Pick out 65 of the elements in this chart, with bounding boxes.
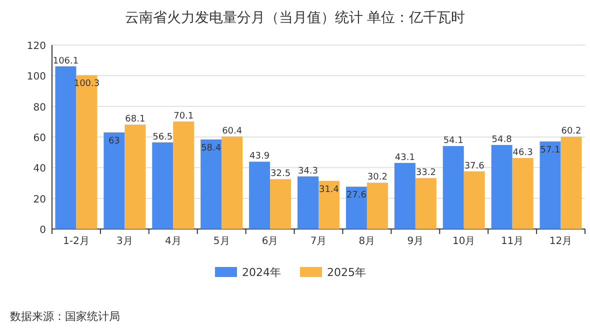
data-label: 60.2 — [561, 126, 582, 137]
data-label: 32.5 — [270, 169, 291, 180]
bar — [124, 124, 146, 229]
bar — [55, 66, 76, 229]
bar — [560, 136, 582, 229]
y-tick-label: 20 — [33, 194, 46, 206]
data-label: 54.8 — [492, 134, 512, 145]
legend-label: 2024年 — [242, 266, 281, 279]
data-label: 27.6 — [346, 190, 367, 201]
x-tick-label: 7月 — [310, 236, 327, 247]
x-tick-label: 1-2月 — [63, 236, 90, 247]
data-label: 30.2 — [367, 172, 388, 183]
data-label: 68.1 — [125, 114, 146, 125]
data-label: 60.4 — [222, 126, 242, 136]
data-label: 37.6 — [464, 161, 485, 172]
data-label: 56.5 — [152, 132, 173, 142]
y-tick-label: 0 — [40, 225, 46, 236]
bar — [298, 176, 318, 229]
y-tick-label: 120 — [26, 41, 46, 52]
data-label: 31.4 — [318, 184, 340, 195]
bar — [512, 158, 534, 229]
bar — [200, 139, 222, 229]
data-label: 43.1 — [394, 152, 415, 163]
y-tick-label: 60 — [33, 133, 46, 144]
bar — [442, 146, 464, 229]
bar — [249, 162, 270, 229]
x-tick-label: 11月 — [500, 236, 524, 247]
y-tick-label: 80 — [33, 102, 46, 114]
bar — [104, 132, 125, 229]
data-label: 34.3 — [298, 166, 318, 176]
bar — [222, 136, 243, 229]
bar — [394, 162, 416, 229]
bar — [366, 182, 388, 229]
data-label: 57.1 — [540, 145, 560, 156]
bar — [318, 180, 340, 229]
data-label: 58.4 — [201, 143, 222, 154]
bar — [152, 142, 174, 229]
bar — [464, 171, 485, 229]
data-label: 46.3 — [512, 148, 533, 158]
y-tick-label: 100 — [26, 72, 46, 83]
bar — [173, 122, 194, 229]
x-tick-label: 6月 — [262, 236, 278, 247]
y-tick-label: 40 — [33, 164, 46, 175]
bar — [491, 144, 512, 229]
legend-label: 2025年 — [327, 266, 366, 279]
bar — [415, 178, 436, 229]
bar — [346, 186, 367, 229]
data-label: 63 — [108, 136, 120, 146]
data-label: 43.9 — [250, 152, 270, 162]
x-tick-label: 3月 — [116, 236, 133, 247]
data-label: 33.2 — [416, 168, 436, 178]
data-label: 70.1 — [174, 112, 194, 122]
x-tick-label: 10月 — [452, 236, 476, 247]
x-tick-label: 4月 — [164, 236, 182, 247]
x-tick-label: 9月 — [407, 236, 424, 247]
x-tick-label: 8月 — [358, 236, 376, 247]
bar — [540, 141, 561, 229]
bar — [270, 179, 292, 229]
x-tick-label: 12月 — [549, 236, 572, 247]
x-tick-label: 5月 — [213, 236, 230, 247]
data-label: 54.1 — [443, 136, 464, 146]
source-note: 数据来源：国家统计局 — [10, 310, 120, 323]
chart-title: 云南省火力发电量分月（当月值）统计 单位：亿千瓦时 — [124, 10, 466, 26]
bar — [76, 75, 98, 229]
data-label: 106.1 — [52, 56, 79, 66]
